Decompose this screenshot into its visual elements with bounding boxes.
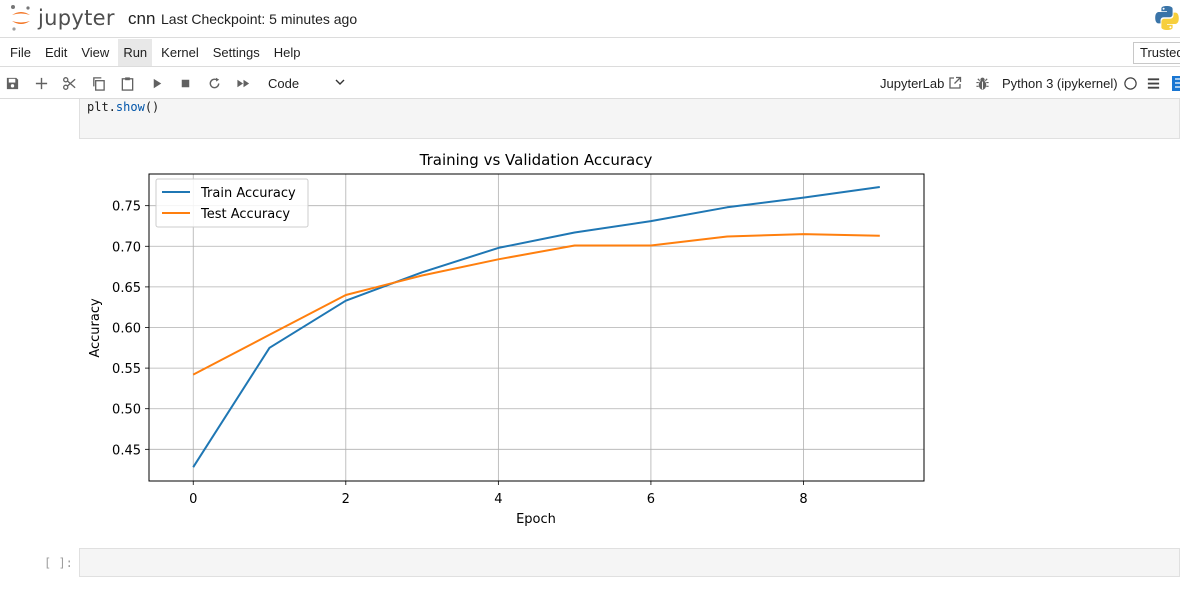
notebook-header: jupyter cnn Last Checkpoint: 5 minutes a… xyxy=(0,0,1180,38)
cell-prompt: [ ]: xyxy=(44,556,73,570)
test-accuracy-line xyxy=(192,233,880,376)
code-call: () xyxy=(144,100,160,114)
checkpoint-status: Last Checkpoint: 5 minutes ago xyxy=(161,11,358,27)
legend-test-label: Test Accuracy xyxy=(200,207,290,222)
copy-icon xyxy=(92,76,105,91)
paste-button[interactable] xyxy=(119,75,135,91)
kernel-name[interactable]: Python 3 (ipykernel) xyxy=(1002,76,1118,91)
menu-bar: File Edit View Run Kernel Settings Help … xyxy=(0,39,1180,67)
code-line: plt.show() xyxy=(87,100,159,114)
debugger-bug-icon[interactable] xyxy=(975,76,990,91)
save-button[interactable] xyxy=(4,75,20,91)
y-tick-label: 0.70 xyxy=(112,240,141,255)
chevron-down-icon xyxy=(335,79,345,85)
code-function: show xyxy=(115,100,145,114)
y-tick-label: 0.65 xyxy=(112,281,141,296)
menu-file[interactable]: File xyxy=(10,45,31,60)
x-tick-label: 0 xyxy=(189,492,197,507)
jupyter-logo-icon xyxy=(11,5,30,31)
notebook-name[interactable]: cnn xyxy=(128,9,156,28)
y-tick-label: 0.50 xyxy=(112,403,141,418)
x-axis-label: Epoch xyxy=(516,512,556,527)
train-accuracy-line xyxy=(192,186,880,468)
run-button[interactable] xyxy=(149,75,165,91)
notebook-toolbar: Code JupyterLab Python 3 (ipykernel) xyxy=(0,68,1180,99)
run-icon xyxy=(153,78,161,88)
accuracy-chart: Training vs Validation Accuracy 0 2 4 6 8 0.4… xyxy=(88,151,925,527)
menu-kernel[interactable]: Kernel xyxy=(161,45,199,60)
jupyter-logo[interactable]: jupyter xyxy=(10,4,115,32)
x-tick-label: 4 xyxy=(494,492,502,507)
jupyterlab-label: JupyterLab xyxy=(880,76,945,91)
y-axis-label: Accuracy xyxy=(88,298,103,358)
chart-title: Training vs Validation Accuracy xyxy=(419,151,653,169)
legend-box xyxy=(155,178,309,228)
chart-legend: Train Accuracy Test Accuracy xyxy=(155,178,309,228)
x-tick-label: 6 xyxy=(647,492,655,507)
stop-icon xyxy=(181,79,189,87)
menu-settings[interactable]: Settings xyxy=(212,45,260,60)
copy-button[interactable] xyxy=(90,75,106,91)
y-tick-label: 0.75 xyxy=(112,200,141,215)
stop-button[interactable] xyxy=(177,75,193,91)
cell-type-select[interactable]: Code xyxy=(262,73,350,95)
restart-button[interactable] xyxy=(206,75,222,91)
jupyterlab-link[interactable]: JupyterLab xyxy=(880,75,944,92)
y-tick-label: 0.45 xyxy=(112,443,141,458)
series-lines xyxy=(192,186,880,468)
menu-list-icon[interactable] xyxy=(1146,76,1161,91)
menu-edit[interactable]: Edit xyxy=(44,45,68,60)
app-name: jupyter xyxy=(38,6,115,30)
save-icon xyxy=(6,77,18,89)
restart-icon xyxy=(209,77,219,88)
legend-train-label: Train Accuracy xyxy=(200,186,296,201)
code-cell[interactable]: plt.show() xyxy=(79,99,1180,139)
y-tick-label: 0.55 xyxy=(112,362,141,377)
x-tick-label: 2 xyxy=(342,492,350,507)
menu-view[interactable]: View xyxy=(81,45,110,60)
run-all-button[interactable] xyxy=(235,75,251,91)
panel-toggle-icon[interactable] xyxy=(1172,76,1180,91)
cell-type-value: Code xyxy=(268,76,300,91)
add-cell-button[interactable] xyxy=(33,75,49,91)
add-cell-icon xyxy=(35,77,47,89)
menu-help[interactable]: Help xyxy=(273,45,301,60)
y-tick-label: 0.60 xyxy=(112,322,141,337)
fast-forward-icon xyxy=(236,79,249,87)
menu-run[interactable]: Run xyxy=(118,39,153,66)
axis-ticks: 0 2 4 6 8 0.45 0.50 0.55 0.60 0.65 0.70 0.75 xyxy=(112,200,808,507)
cut-icon xyxy=(62,76,76,90)
paste-icon xyxy=(121,76,133,91)
empty-code-cell[interactable] xyxy=(79,548,1180,577)
trusted-indicator[interactable]: Trusted xyxy=(1133,42,1180,64)
python-logo-icon xyxy=(1155,6,1179,30)
x-tick-label: 8 xyxy=(799,492,807,507)
kernel-status-icon xyxy=(1124,77,1137,90)
cut-button[interactable] xyxy=(61,75,77,91)
external-link-icon xyxy=(949,76,962,89)
code-object: plt. xyxy=(87,100,116,114)
